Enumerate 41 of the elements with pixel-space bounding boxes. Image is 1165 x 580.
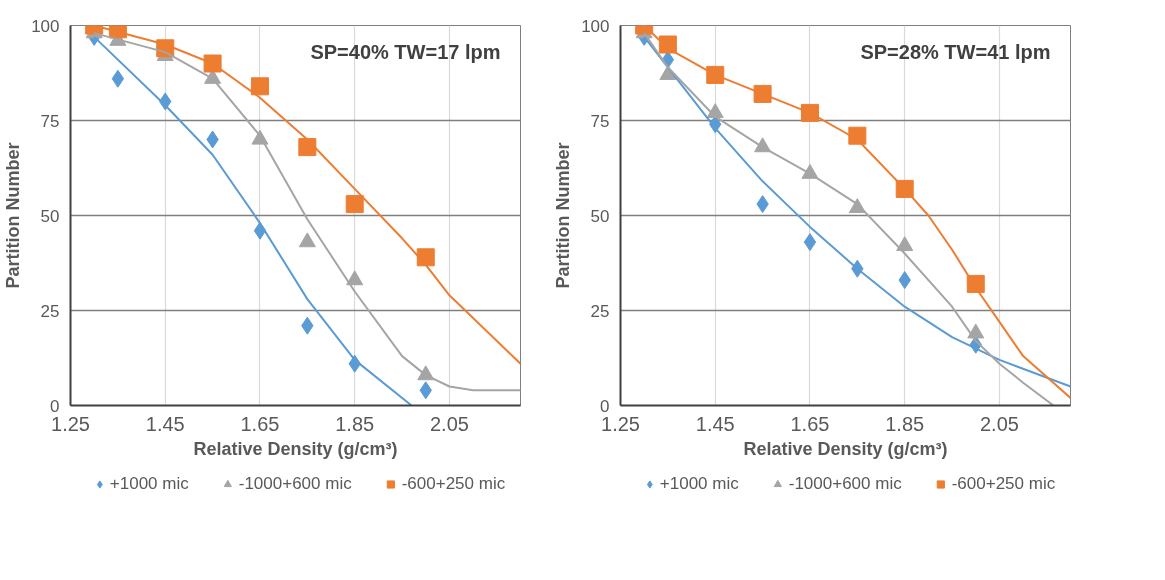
point [967, 323, 985, 339]
y-tick-label: 100 [581, 16, 610, 36]
x-tick-label: 1.85 [885, 412, 925, 435]
x-tick-label: 1.45 [695, 412, 735, 435]
y-tick-label: 100 [31, 16, 60, 36]
y-tick-label: 25 [590, 301, 610, 321]
point [298, 232, 316, 248]
point [250, 77, 269, 96]
y-axis-title: Partition Number [553, 142, 574, 289]
point [345, 195, 364, 214]
x-tick-label: 1.65 [240, 412, 280, 435]
y-tick-label: 50 [40, 206, 60, 226]
y-tick-label: 75 [40, 111, 60, 131]
point [803, 233, 817, 252]
point [298, 138, 317, 157]
y-tick-label: 75 [590, 111, 610, 131]
x-tick-label: 1.85 [335, 412, 375, 435]
x-tick-label: 1.65 [790, 412, 830, 435]
point [416, 248, 435, 267]
y-tick-label: 25 [40, 301, 60, 321]
annotation: SP=40% TW=17 lpm [310, 40, 501, 63]
legend-label: +1000 mic [109, 473, 189, 494]
y-axis-title: Partition Number [3, 142, 24, 289]
legend-label: -1000+600 mic [238, 473, 352, 494]
x-axis-title: Relative Density (g/cm³) [193, 438, 398, 459]
legend-label: +1000 mic [659, 473, 739, 494]
legend-label: -600+250 mic [401, 473, 506, 494]
point [896, 236, 914, 252]
legend-label: -600+250 mic [951, 473, 1056, 494]
x-axis-title: Relative Density (g/cm³) [743, 438, 948, 459]
point [346, 270, 364, 286]
annotation: SP=28% TW=41 lpm [860, 40, 1051, 63]
point [203, 54, 222, 73]
x-tick-label: 1.45 [145, 412, 185, 435]
x-tick-label: 2.05 [979, 412, 1019, 435]
x-tick-label: 2.05 [429, 412, 469, 435]
point [658, 35, 677, 54]
legend-label: -1000+600 mic [788, 473, 902, 494]
point [111, 69, 125, 88]
y-tick-label: 50 [590, 206, 610, 226]
point [753, 84, 772, 103]
